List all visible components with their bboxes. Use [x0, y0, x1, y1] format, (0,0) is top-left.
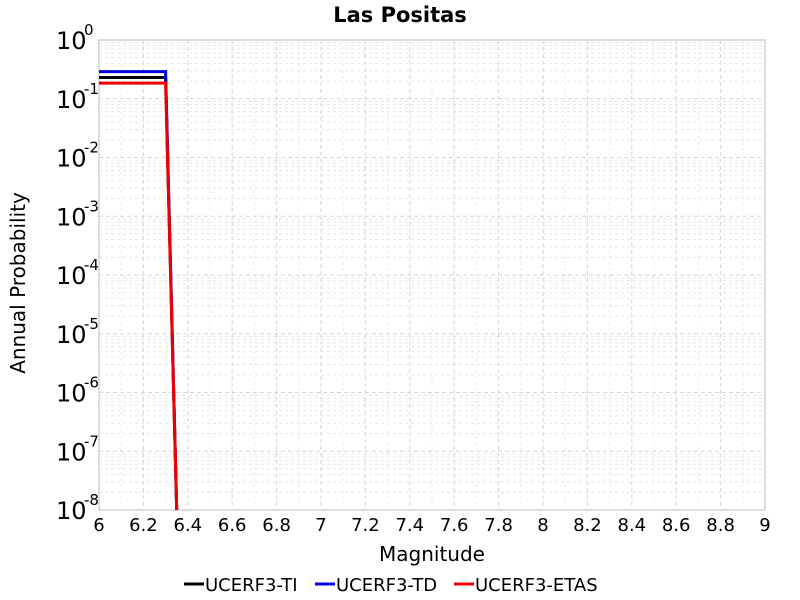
- x-tick-label: 6.6: [218, 515, 247, 536]
- x-tick-label: 8.6: [662, 515, 691, 536]
- x-tick-label: 7.4: [395, 515, 424, 536]
- y-tick-base: 10: [56, 27, 87, 55]
- x-tick-label: 7.6: [440, 515, 469, 536]
- x-tick-label: 7: [315, 515, 326, 536]
- x-axis-ticks: 6 6.2 6.4 6.6 6.8 7 7.2 7.4 7.6 7.8 8 8.2 8.4 8.6 8.8 9: [93, 515, 770, 536]
- y-tick-label: 10-7: [56, 432, 99, 466]
- y-tick-label: 10-1: [56, 80, 99, 114]
- y-tick-exponent: -4: [84, 256, 99, 274]
- y-tick-exponent: -1: [84, 80, 99, 98]
- legend-label: UCERF3-TI: [205, 575, 298, 596]
- legend-item: UCERF3-ETAS: [454, 575, 598, 596]
- y-tick-base: 10: [56, 145, 87, 173]
- x-tick-label: 7.8: [484, 515, 513, 536]
- x-tick-label: 8.4: [617, 515, 646, 536]
- x-axis-label: Magnitude: [379, 542, 485, 566]
- legend-label: UCERF3-ETAS: [475, 575, 598, 596]
- y-tick-label: 10-3: [56, 197, 99, 231]
- y-tick-label: 10-6: [56, 374, 99, 408]
- y-tick-exponent: -5: [84, 315, 99, 333]
- chart-title: Las Positas: [333, 3, 467, 27]
- y-tick-base: 10: [56, 203, 87, 231]
- y-tick-exponent: -7: [84, 432, 99, 450]
- y-tick-exponent: -2: [84, 139, 99, 157]
- x-tick-label: 6.2: [129, 515, 158, 536]
- plot-area: [98, 39, 766, 511]
- y-tick-base: 10: [56, 497, 87, 525]
- y-axis-label: Annual Probability: [6, 192, 30, 374]
- y-tick-base: 10: [56, 438, 87, 466]
- y-tick-base: 10: [56, 86, 87, 114]
- legend: UCERF3-TI UCERF3-TD UCERF3-ETAS: [184, 575, 598, 596]
- y-tick-label: 10-2: [56, 139, 99, 173]
- y-tick-exponent: 0: [84, 21, 94, 39]
- y-tick-label: 100: [56, 21, 94, 55]
- x-tick-label: 6.4: [173, 515, 202, 536]
- legend-label: UCERF3-TD: [336, 575, 437, 596]
- y-tick-exponent: -6: [84, 374, 99, 392]
- x-tick-label: 7.2: [351, 515, 380, 536]
- grid-major: [99, 40, 765, 510]
- y-tick-label: 10-5: [56, 315, 99, 349]
- y-tick-exponent: -8: [84, 491, 99, 509]
- x-tick-label: 9: [759, 515, 770, 536]
- y-tick-label: 10-4: [56, 256, 99, 290]
- x-tick-label: 8: [537, 515, 548, 536]
- legend-item: UCERF3-TD: [315, 575, 437, 596]
- y-tick-base: 10: [56, 321, 87, 349]
- x-tick-label: 6.8: [262, 515, 291, 536]
- legend-item: UCERF3-TI: [184, 575, 298, 596]
- y-tick-label: 10-8: [56, 491, 99, 525]
- y-tick-base: 10: [56, 380, 87, 408]
- y-tick-base: 10: [56, 262, 87, 290]
- series-line-ucerf3-etas: [99, 81, 179, 511]
- grid-minor: [99, 40, 765, 510]
- x-tick-label: 6: [93, 515, 104, 536]
- x-tick-label: 8.2: [573, 515, 602, 536]
- y-tick-exponent: -3: [84, 197, 99, 215]
- series-layer: [99, 70, 179, 511]
- x-tick-label: 8.8: [706, 515, 735, 536]
